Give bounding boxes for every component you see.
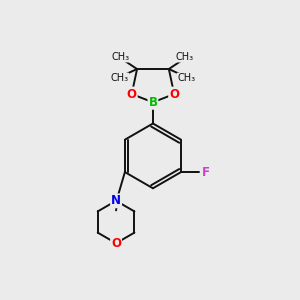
Text: CH₃: CH₃ bbox=[110, 74, 128, 83]
Text: O: O bbox=[169, 88, 179, 100]
Text: CH₃: CH₃ bbox=[112, 52, 130, 62]
Text: CH₃: CH₃ bbox=[177, 74, 196, 83]
Text: B: B bbox=[148, 96, 158, 109]
Text: F: F bbox=[201, 166, 209, 178]
Text: O: O bbox=[127, 88, 137, 100]
Text: O: O bbox=[111, 237, 121, 250]
Text: N: N bbox=[111, 194, 121, 207]
Text: CH₃: CH₃ bbox=[176, 52, 194, 62]
